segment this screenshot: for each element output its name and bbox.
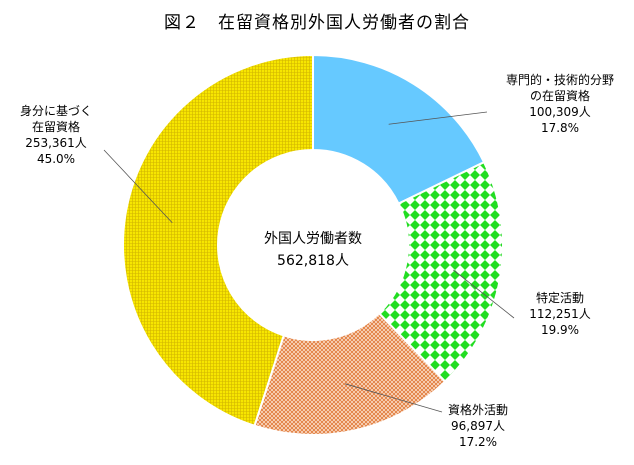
donut-slice xyxy=(377,160,504,384)
leader-line xyxy=(345,383,443,413)
donut-slice xyxy=(312,53,486,205)
slice-value: 100,309人 xyxy=(529,105,591,119)
donut-slice xyxy=(253,311,447,436)
slice-value: 96,897人 xyxy=(451,419,505,433)
donut-slice xyxy=(122,53,314,428)
slice-label-line: の在留資格 xyxy=(529,89,590,103)
leader-line xyxy=(103,149,173,224)
chart-title: 図２ 在留資格別外国人労働者の割合 xyxy=(164,13,470,33)
slice-label: 身分に基づく 在留資格 253,361人 45.0% xyxy=(4,103,108,167)
slice-label: 専門的・技術的分野 の在留資格 100,309人 17.8% xyxy=(485,72,634,136)
slice-label-line: 特定活動 xyxy=(535,291,584,305)
slice-value: 112,251人 xyxy=(529,307,591,321)
slice-label-line: 資格外活動 xyxy=(447,403,508,417)
leader-line xyxy=(388,111,488,125)
slice-label-line: 身分に基づく xyxy=(19,104,92,118)
slice-value: 253,361人 xyxy=(25,136,87,150)
slice-label-line: 専門的・技術的分野 xyxy=(505,73,614,87)
center-summary: 外国人労働者数 562,818人 xyxy=(232,228,394,272)
slice-percent: 17.8% xyxy=(540,121,580,135)
slice-label: 特定活動 112,251人 19.9% xyxy=(512,290,608,338)
slice-percent: 17.2% xyxy=(458,435,498,449)
center-label: 外国人労働者数 xyxy=(264,231,362,247)
slice-label: 資格外活動 96,897人 17.2% xyxy=(430,402,526,450)
slice-label-line: 在留資格 xyxy=(31,120,80,134)
slice-percent: 45.0% xyxy=(36,152,76,166)
center-total: 562,818人 xyxy=(277,253,349,269)
leader-line xyxy=(453,269,515,319)
slice-percent: 19.9% xyxy=(540,323,580,337)
